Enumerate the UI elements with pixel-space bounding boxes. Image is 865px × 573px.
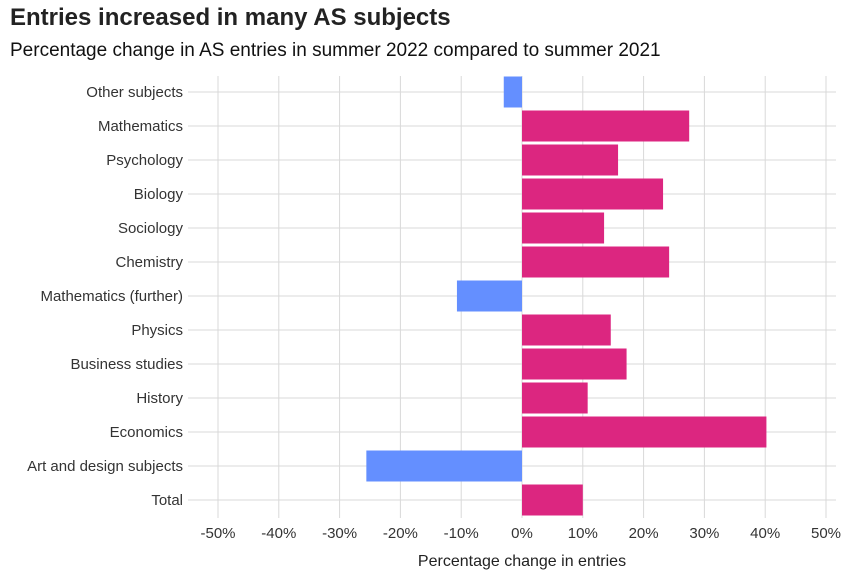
bar-business-studies — [522, 348, 627, 380]
category-label: Economics — [110, 424, 183, 441]
bars — [366, 76, 767, 516]
category-label: Biology — [134, 186, 184, 203]
bar-art-and-design-subjects — [366, 450, 522, 482]
chart-title: Entries increased in many AS subjects — [10, 4, 451, 31]
category-label: Other subjects — [86, 84, 183, 101]
chart-subtitle: Percentage change in AS entries in summe… — [10, 40, 661, 61]
category-label: History — [136, 390, 183, 407]
bar-economics — [522, 416, 767, 448]
x-tick-label: -10% — [444, 525, 479, 542]
x-tick-label: -50% — [200, 525, 235, 542]
x-tick-label: 40% — [750, 525, 780, 542]
category-label: Mathematics — [98, 118, 183, 135]
category-label: Total — [151, 492, 183, 509]
bar-mathematics — [522, 110, 690, 142]
bar-mathematics-further — [456, 280, 522, 312]
bar-physics — [522, 314, 611, 346]
bar-chemistry — [522, 246, 670, 278]
category-labels: Other subjects Mathematics Psychology Biolo… — [27, 84, 183, 509]
category-label: Mathematics (further) — [40, 288, 183, 305]
bar-psychology — [522, 144, 619, 176]
bar-biology — [522, 178, 664, 210]
x-tick-label: 30% — [689, 525, 719, 542]
x-tick-labels: -50% -40% -30% -20% -10% 0% 10% 20% 30% 40% 50% — [200, 525, 841, 542]
category-label: Sociology — [118, 220, 184, 237]
category-label: Chemistry — [115, 254, 183, 271]
x-tick-label: 10% — [568, 525, 598, 542]
x-tick-label: 20% — [629, 525, 659, 542]
bar-history — [522, 382, 588, 414]
category-label: Art and design subjects — [27, 458, 183, 475]
x-tick-label: -40% — [261, 525, 296, 542]
x-axis-label: Percentage change in entries — [418, 553, 626, 570]
bar-other-subjects — [503, 76, 522, 108]
category-label: Psychology — [106, 152, 183, 169]
bar-total — [522, 484, 583, 516]
bar-sociology — [522, 212, 605, 244]
x-tick-label: -30% — [322, 525, 357, 542]
x-tick-label: -20% — [383, 525, 418, 542]
x-tick-label: 50% — [811, 525, 841, 542]
x-tick-label: 0% — [511, 525, 533, 542]
category-label: Physics — [131, 322, 183, 339]
category-label: Business studies — [70, 356, 183, 373]
